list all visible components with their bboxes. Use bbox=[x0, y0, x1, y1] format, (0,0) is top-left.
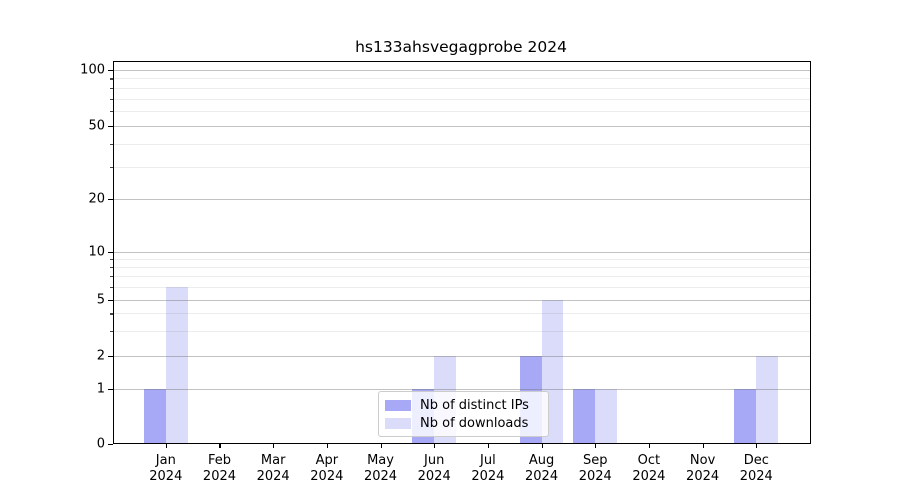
minor-gridline bbox=[112, 98, 811, 100]
y-tick-label: 2 bbox=[96, 348, 105, 364]
y-minor-tick bbox=[110, 267, 113, 269]
y-minor-tick bbox=[110, 313, 113, 315]
legend-label-distinct-ips: Nb of distinct IPs bbox=[420, 397, 529, 413]
x-tick-label: Sep 2024 bbox=[578, 452, 612, 484]
plot-border bbox=[112, 61, 811, 444]
x-tick bbox=[595, 443, 597, 448]
x-tick-label: Aug 2024 bbox=[525, 452, 559, 484]
x-tick bbox=[434, 443, 436, 448]
y-tick-label: 1 bbox=[96, 381, 105, 397]
minor-gridline bbox=[112, 313, 811, 315]
x-tick bbox=[273, 443, 275, 448]
x-tick bbox=[380, 443, 382, 448]
legend-swatch-downloads-icon bbox=[385, 417, 411, 429]
y-tick bbox=[108, 199, 113, 201]
bar-nb-of-distinct-ips-sep bbox=[573, 389, 596, 444]
minor-gridline bbox=[112, 143, 811, 145]
x-tick bbox=[702, 443, 704, 448]
bar-nb-of-distinct-ips-jan bbox=[144, 389, 166, 444]
bar-nb-of-downloads-jan bbox=[165, 287, 188, 444]
legend-swatch-distinct-ips-icon bbox=[385, 399, 411, 411]
y-minor-tick bbox=[110, 287, 113, 289]
y-tick bbox=[108, 125, 113, 127]
minor-gridline bbox=[112, 78, 811, 80]
x-tick-label: Mar 2024 bbox=[256, 452, 290, 484]
y-tick bbox=[108, 251, 113, 253]
x-tick bbox=[326, 443, 329, 448]
y-minor-tick bbox=[110, 98, 113, 100]
bar-nb-of-downloads-sep bbox=[595, 389, 618, 444]
x-tick-label: Nov 2024 bbox=[686, 452, 720, 484]
x-tick bbox=[219, 443, 221, 448]
minor-gridline bbox=[112, 276, 811, 278]
y-minor-tick bbox=[110, 111, 113, 113]
major-gridline bbox=[112, 389, 811, 391]
minor-gridline bbox=[112, 111, 811, 113]
bar-nb-of-distinct-ips-dec bbox=[734, 389, 757, 444]
x-tick-label: May 2024 bbox=[363, 452, 398, 484]
x-tick-label: Jun 2024 bbox=[417, 452, 451, 484]
minor-gridline bbox=[112, 267, 811, 269]
major-gridline bbox=[112, 251, 811, 253]
major-gridline bbox=[112, 125, 811, 127]
legend-label-downloads: Nb of downloads bbox=[420, 415, 529, 431]
y-tick bbox=[108, 299, 113, 301]
legend: Nb of distinct IPs Nb of downloads bbox=[378, 391, 549, 437]
x-tick bbox=[487, 443, 490, 448]
y-minor-tick bbox=[110, 331, 113, 333]
y-tick bbox=[108, 443, 113, 445]
minor-gridline bbox=[112, 331, 811, 333]
y-minor-tick bbox=[110, 87, 113, 90]
x-tick bbox=[648, 443, 651, 448]
y-minor-tick bbox=[110, 78, 113, 80]
x-tick bbox=[541, 443, 543, 448]
y-tick-label: 20 bbox=[88, 191, 105, 207]
x-tick-label: Jul 2024 bbox=[471, 452, 505, 484]
x-tick-label: Feb 2024 bbox=[202, 452, 237, 484]
chart-title: hs133ahsvegagprobe 2024 bbox=[355, 38, 567, 56]
y-tick bbox=[108, 70, 113, 72]
minor-gridline bbox=[112, 87, 811, 89]
x-tick-label: Jan 2024 bbox=[149, 452, 183, 484]
y-tick-label: 10 bbox=[88, 244, 105, 259]
x-tick-label: Oct 2024 bbox=[632, 452, 666, 484]
major-gridline bbox=[112, 356, 811, 357]
y-tick-label: 50 bbox=[88, 118, 105, 134]
x-tick bbox=[756, 443, 758, 448]
minor-gridline bbox=[112, 166, 811, 168]
legend-item-downloads: Nb of downloads bbox=[385, 416, 540, 431]
y-minor-tick bbox=[110, 276, 113, 278]
y-minor-tick bbox=[110, 258, 113, 260]
y-tick bbox=[108, 389, 113, 391]
major-gridline bbox=[112, 70, 811, 71]
y-tick bbox=[108, 356, 113, 358]
x-tick-label: Dec 2024 bbox=[739, 452, 773, 484]
x-tick bbox=[165, 443, 167, 448]
y-tick-label: 5 bbox=[96, 292, 105, 308]
y-tick-label: 100 bbox=[80, 62, 105, 78]
x-tick-label: Apr 2024 bbox=[310, 452, 344, 484]
minor-gridline bbox=[112, 287, 811, 289]
y-tick-label: 0 bbox=[96, 436, 105, 451]
minor-gridline bbox=[112, 258, 811, 260]
y-minor-tick bbox=[110, 143, 113, 145]
legend-item-distinct-ips: Nb of distinct IPs bbox=[385, 398, 540, 413]
major-gridline bbox=[112, 299, 811, 301]
y-minor-tick bbox=[110, 166, 113, 168]
bar-nb-of-downloads-dec bbox=[756, 356, 779, 444]
major-gridline bbox=[112, 199, 811, 200]
